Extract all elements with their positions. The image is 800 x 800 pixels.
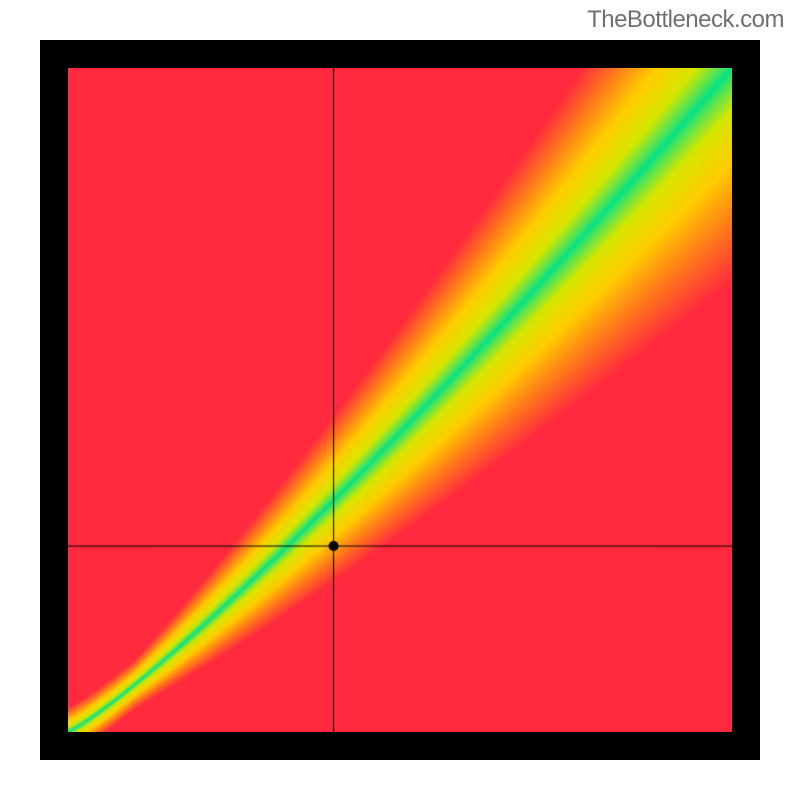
chart-container: TheBottleneck.com bbox=[0, 0, 800, 800]
watermark-text: TheBottleneck.com bbox=[587, 6, 784, 34]
heatmap-canvas bbox=[68, 68, 732, 732]
chart-frame bbox=[40, 40, 760, 760]
